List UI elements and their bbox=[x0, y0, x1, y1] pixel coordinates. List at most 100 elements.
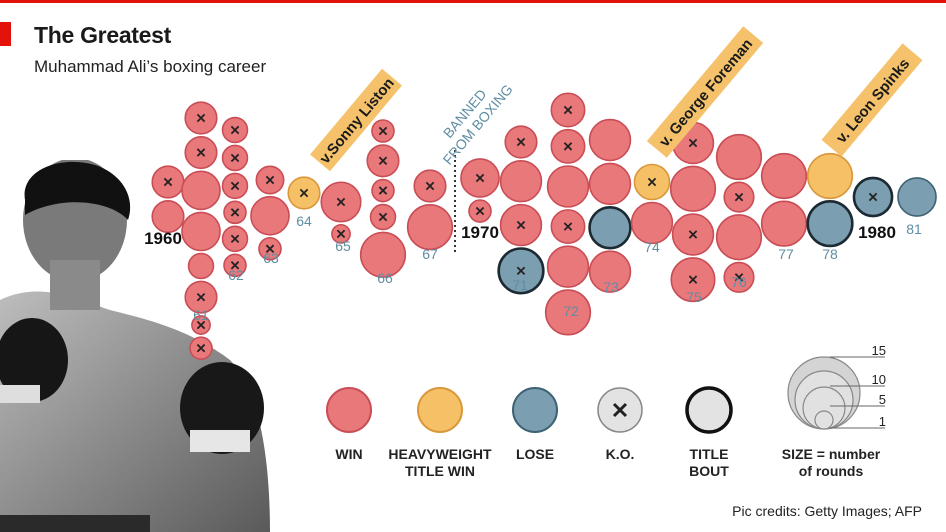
ko-mark bbox=[688, 138, 698, 148]
callout-banner bbox=[310, 68, 402, 172]
ko-mark bbox=[688, 275, 698, 284]
ko-mark bbox=[336, 229, 346, 239]
legend-swatch-title_bout bbox=[685, 386, 733, 434]
fight-win-1974 bbox=[630, 201, 674, 245]
chart-title: The Greatest bbox=[34, 22, 172, 48]
fight-win-1973 bbox=[588, 118, 632, 162]
red-tab bbox=[0, 22, 11, 46]
legend-label-title_win: HEAVYWEIGHT bbox=[388, 446, 492, 462]
legend-label-ko: K.O. bbox=[606, 446, 635, 462]
legend-label-title_win: TITLE WIN bbox=[405, 463, 475, 479]
year-label-1963: 63 bbox=[263, 250, 279, 266]
fight-win-1967 bbox=[406, 203, 454, 251]
top-rule bbox=[0, 0, 946, 3]
year-label-1964: 64 bbox=[296, 213, 312, 229]
year-label-1973: 73 bbox=[603, 279, 619, 295]
ko-mark bbox=[230, 125, 240, 135]
ko-mark bbox=[196, 343, 206, 353]
fight-win-1961 bbox=[187, 252, 215, 280]
chart-subtitle: Muhammad Ali’s boxing career bbox=[34, 57, 267, 76]
ko-mark bbox=[563, 222, 573, 231]
legend-label-title_bout: BOUT bbox=[689, 463, 729, 479]
fight-win-1973 bbox=[588, 250, 632, 293]
year-label-1972: 72 bbox=[563, 303, 579, 319]
fight-win-1975 bbox=[669, 165, 717, 212]
fight-win-1963 bbox=[250, 195, 290, 236]
year-label-1960: 1960 bbox=[144, 229, 182, 248]
fights-layer bbox=[151, 92, 937, 360]
ko-mark bbox=[378, 156, 388, 166]
year-label-1976: 76 bbox=[731, 274, 747, 290]
year-label-1977: 77 bbox=[778, 246, 794, 262]
ko-mark bbox=[425, 181, 435, 191]
year-label-1971: 71 bbox=[512, 277, 528, 293]
ko-mark bbox=[230, 208, 240, 217]
fight-title_win-1978 bbox=[806, 152, 854, 200]
fight-win-1966 bbox=[359, 231, 407, 278]
ko-mark bbox=[516, 220, 526, 230]
fight-win-1972 bbox=[546, 165, 590, 208]
fight-lose-1981 bbox=[897, 177, 937, 217]
ko-mark bbox=[563, 105, 573, 115]
size-legend-value: 15 bbox=[872, 343, 886, 358]
fight-win-1971 bbox=[499, 159, 543, 203]
fight-win-1977 bbox=[760, 152, 808, 200]
ko-mark bbox=[647, 177, 657, 187]
year-label-1978: 78 bbox=[822, 246, 838, 262]
legend-label-title_bout: TITLE bbox=[690, 446, 729, 462]
ko-mark bbox=[336, 197, 346, 207]
ko-mark bbox=[734, 273, 744, 282]
callout-label: v. Leon Spinks bbox=[833, 55, 913, 146]
year-label-1980: 1980 bbox=[858, 223, 896, 242]
size-legend-value: 5 bbox=[879, 392, 886, 407]
ko-mark bbox=[196, 292, 206, 302]
fight-lose-1978 bbox=[806, 200, 854, 248]
ko-mark bbox=[196, 148, 206, 157]
size-legend-label: SIZE = number bbox=[782, 446, 881, 462]
legend-label-win: WIN bbox=[335, 446, 362, 462]
ko-mark bbox=[378, 212, 388, 222]
size-legend-value: 10 bbox=[872, 372, 886, 387]
legend-ko-mark bbox=[612, 402, 628, 418]
ko-mark bbox=[688, 230, 698, 239]
size-legend-label: of rounds bbox=[799, 463, 864, 479]
ko-mark bbox=[475, 173, 485, 183]
legend-label-lose: LOSE bbox=[516, 446, 554, 462]
ko-mark bbox=[196, 113, 206, 123]
year-label-1975: 75 bbox=[686, 289, 702, 305]
fight-win-1960 bbox=[151, 199, 185, 234]
ko-mark bbox=[265, 244, 275, 254]
ko-mark bbox=[378, 186, 388, 195]
callout-banner bbox=[821, 43, 923, 157]
ko-mark bbox=[265, 175, 275, 185]
ko-mark bbox=[230, 234, 240, 244]
size-legend-circle bbox=[814, 410, 834, 430]
ko-mark bbox=[378, 126, 388, 136]
year-label-1967: 67 bbox=[422, 246, 438, 262]
ko-mark bbox=[299, 188, 309, 198]
ko-mark bbox=[734, 192, 744, 202]
year-labels-layer: 1960 61 62 63 64 65 66 67 1970 71 72 73 74 75 76 77 78 19… bbox=[144, 213, 922, 323]
ko-mark bbox=[230, 181, 240, 191]
ko-mark bbox=[475, 206, 485, 216]
ko-mark bbox=[516, 137, 526, 147]
year-label-1970: 1970 bbox=[461, 223, 499, 242]
ko-mark bbox=[230, 153, 240, 163]
ko-mark bbox=[196, 320, 206, 330]
ko-mark bbox=[868, 192, 878, 202]
legend-swatch-win bbox=[326, 387, 372, 433]
legend-swatch-title_win bbox=[417, 387, 463, 433]
fight-win-1976 bbox=[715, 133, 763, 181]
fight-win-1976 bbox=[715, 214, 763, 261]
callout-banner bbox=[646, 26, 764, 158]
year-label-1961: 61 bbox=[193, 307, 209, 323]
fight-win-1972 bbox=[544, 289, 592, 336]
ko-mark bbox=[230, 261, 240, 270]
fight-win-1977 bbox=[760, 200, 808, 247]
ko-mark bbox=[516, 266, 526, 276]
legend-swatch-lose bbox=[512, 387, 558, 433]
year-label-1965: 65 bbox=[335, 238, 351, 254]
ko-mark bbox=[163, 177, 173, 187]
